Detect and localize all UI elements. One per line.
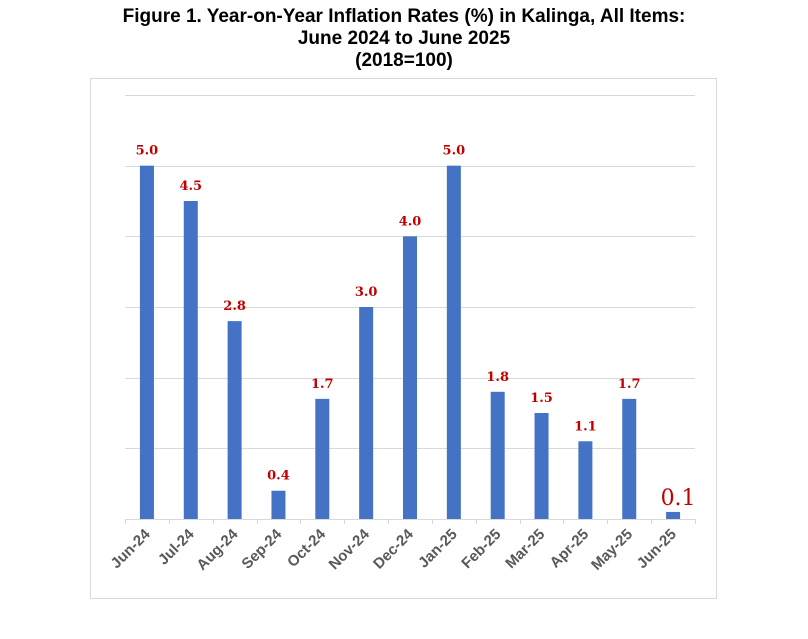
bar-may-25: [622, 398, 637, 519]
bar-oct-24: [315, 398, 330, 519]
data-label-oct-24: 1.7: [311, 377, 334, 392]
bar-apr-25: [578, 441, 593, 519]
chart-title-line-2: June 2024 to June 2025: [297, 28, 511, 49]
x-tick-label-mar-25: Mar-25: [502, 526, 548, 572]
chart-frame: [90, 78, 717, 599]
chart-title-line-1: Figure 1. Year-on-Year Inflation Rates (…: [122, 6, 686, 27]
bar-dec-24: [403, 236, 417, 520]
data-label-sep-24: 0.4: [267, 469, 290, 484]
data-label-nov-24: 3.0: [355, 285, 378, 300]
bar-feb-25: [490, 391, 505, 519]
x-tick-label-apr-25: Apr-25: [547, 526, 593, 572]
bar-aug-24: [227, 321, 242, 519]
x-tick-label-feb-25: Feb-25: [458, 526, 504, 572]
x-axis-tick-labels: Jun-24 Jul-24Aug-24Sep-24Oct-24Nov-24Dec-…: [108, 525, 680, 573]
x-tick-label-jul-24: Jul-24: [155, 525, 198, 568]
data-label-may-25: 1.7: [618, 377, 641, 392]
data-label-jan-25: 5.0: [443, 144, 466, 159]
bars: [139, 165, 681, 520]
data-label-dec-24: 4.0: [399, 214, 422, 229]
bar-jun-25: [666, 511, 681, 519]
data-label-jul-24: 4.5: [179, 179, 202, 194]
chart-title-line-3: (2018=100): [355, 50, 453, 71]
bar-nov-24: [359, 307, 374, 519]
x-tick-label-jun-24: Jun-24: [108, 525, 155, 572]
x-tick-label-oct-24: Oct-24: [284, 525, 329, 570]
bar-jun-24: [139, 165, 154, 519]
x-tick-label-may-25: May-25: [588, 526, 636, 574]
x-tick-label-jun-25: Jun-25: [634, 526, 680, 572]
chart-title: Figure 1. Year-on-Year Inflation Rates (…: [0, 6, 808, 72]
data-label-jun-25: 0.1: [661, 486, 696, 511]
bar-mar-25: [534, 413, 549, 519]
x-tick-label-sep-24: Sep-24: [238, 525, 285, 572]
data-labels: 5.0 4.5 2.8 0.4 1.7 3.0 4.0 5.0 1.8 1.5 1.1 1.7 0.1: [136, 144, 696, 511]
x-tick-label-aug-24: Aug-24: [193, 525, 241, 573]
x-tick-label-dec-24: Dec-24: [370, 525, 417, 572]
data-label-aug-24: 2.8: [223, 299, 246, 314]
data-label-mar-25: 1.5: [530, 391, 553, 406]
data-label-feb-25: 1.8: [486, 370, 509, 385]
bar-jan-25: [446, 165, 461, 519]
bar-jul-24: [183, 201, 198, 519]
x-tick-label-nov-24: Nov-24: [326, 525, 374, 573]
x-tick-label-jan-25: Jan-25: [415, 526, 461, 572]
data-label-apr-25: 1.1: [574, 419, 597, 434]
data-label-jun-24: 5.0: [136, 144, 159, 159]
bar-sep-24: [271, 490, 286, 519]
